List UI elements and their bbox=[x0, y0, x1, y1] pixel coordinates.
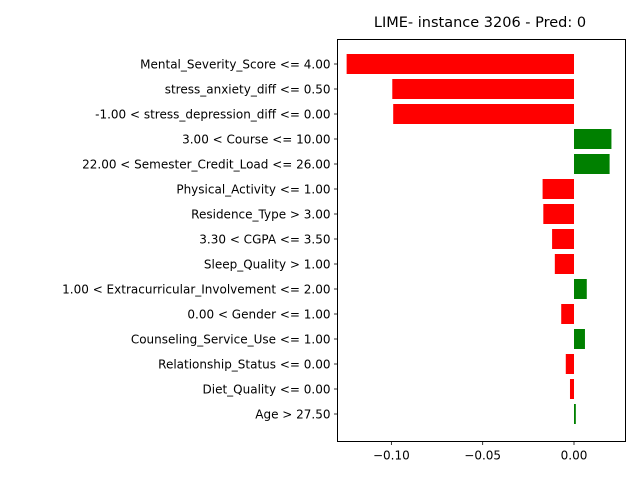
bar-14 bbox=[573, 404, 576, 424]
category-label: 3.30 < CGPA <= 3.50 bbox=[199, 233, 330, 247]
chart-title: LIME- instance 3206 - Pred: 0 bbox=[374, 15, 586, 31]
category-label: Physical_Activity <= 1.00 bbox=[176, 183, 330, 197]
bar-3 bbox=[573, 129, 612, 149]
category-label: Diet_Quality <= 0.00 bbox=[203, 383, 331, 397]
category-label: Age > 27.50 bbox=[255, 408, 330, 422]
category-label: Mental_Severity_Score <= 4.00 bbox=[140, 58, 330, 72]
category-label: 22.00 < Semester_Credit_Load <= 26.00 bbox=[82, 158, 330, 172]
x-tick-label: 0.00 bbox=[561, 449, 588, 463]
bar-6 bbox=[543, 204, 574, 224]
bar-10 bbox=[561, 304, 574, 324]
bar-5 bbox=[542, 179, 574, 199]
bar-13 bbox=[569, 379, 574, 399]
bar-9 bbox=[573, 279, 587, 299]
bar-4 bbox=[573, 154, 610, 174]
bar-2 bbox=[393, 104, 574, 124]
bar-0 bbox=[346, 54, 574, 74]
bar-7 bbox=[552, 229, 574, 249]
category-label: Residence_Type > 3.00 bbox=[191, 208, 330, 222]
category-label: Sleep_Quality > 1.00 bbox=[204, 258, 331, 272]
bar-8 bbox=[554, 254, 574, 274]
category-label: Relationship_Status <= 0.00 bbox=[158, 358, 330, 372]
plot-frame bbox=[337, 39, 626, 442]
category-label: stress_anxiety_diff <= 0.50 bbox=[165, 83, 331, 97]
category-label: -1.00 < stress_depression_diff <= 0.00 bbox=[95, 108, 330, 122]
category-label: 3.00 < Course <= 10.00 bbox=[182, 133, 330, 147]
bars-group bbox=[346, 54, 612, 424]
category-label: 0.00 < Gender <= 1.00 bbox=[187, 308, 330, 322]
category-labels-group: Mental_Severity_Score <= 4.00 stress_anxi… bbox=[62, 58, 338, 422]
bar-11 bbox=[573, 329, 585, 349]
category-label: 1.00 < Extracurricular_Involvement <= 2.… bbox=[62, 283, 330, 297]
bar-12 bbox=[565, 354, 574, 374]
category-label: Counseling_Service_Use <= 1.00 bbox=[131, 333, 331, 347]
bar-1 bbox=[392, 79, 574, 99]
x-tick-label: −0.05 bbox=[464, 449, 501, 463]
x-ticks-group: −0.10 −0.05 0.00 bbox=[373, 441, 588, 463]
x-tick-label: −0.10 bbox=[373, 449, 410, 463]
